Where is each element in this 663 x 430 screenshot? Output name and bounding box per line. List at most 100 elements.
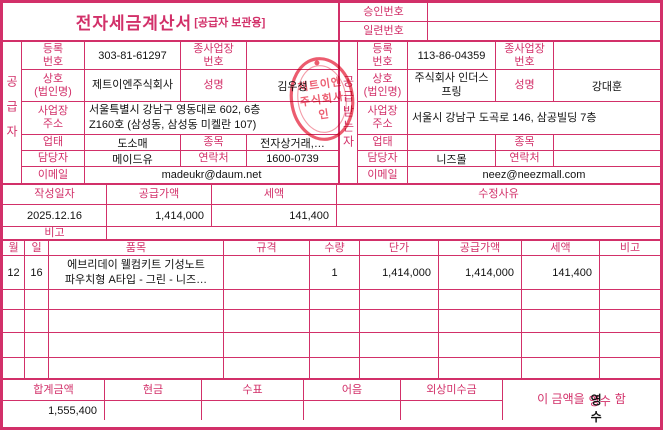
buyer-panel: 공급받는자 등록 번호 113-86-04359 종사업장 번호 상호 (법인명… <box>340 42 660 183</box>
empty-item-cell <box>224 310 310 333</box>
empty-item-cell <box>49 310 224 333</box>
item-row-day: 16 <box>25 256 49 290</box>
supply-amount-label: 공급가액 <box>107 185 212 205</box>
buyer-biz-item-label: 종목 <box>496 135 554 151</box>
items-header-tax: 세액 <box>522 241 600 256</box>
items-header-spec: 규격 <box>224 241 310 256</box>
buyer-sub-biz-label: 종사업장 번호 <box>496 42 554 70</box>
supplier-email-label: 이메일 <box>22 167 85 183</box>
form-header: 전자세금계산서 [공급자 보관용] 승인번호 일련번호 <box>3 3 660 42</box>
supplier-biz-item-value: 전자상거래,… <box>247 135 338 151</box>
serial-no-label: 일련번호 <box>340 22 428 40</box>
note-label: 비고 <box>3 227 107 239</box>
empty-item-cell <box>224 290 310 310</box>
items-header-unit-price: 단가 <box>360 241 439 256</box>
empty-item-cell <box>360 358 439 378</box>
buyer-reg-no-value: 113-86-04359 <box>408 42 496 70</box>
supplier-addr-label: 사업장 주소 <box>22 102 85 135</box>
approval-no-label: 승인번호 <box>340 3 428 21</box>
buyer-grid: 등록 번호 113-86-04359 종사업장 번호 상호 (법인명) 주식회사… <box>358 42 660 183</box>
empty-item-cell <box>25 310 49 333</box>
tax-amount-label: 세액 <box>212 185 337 205</box>
supplier-grid: 등록 번호 303-81-61297 종사업장 번호 상호 (법인명) 제트이엔… <box>22 42 338 183</box>
empty-item-cell <box>600 333 660 358</box>
supplier-side-label: 공급자 <box>3 42 22 183</box>
parties-section: 공급자 등록 번호 303-81-61297 종사업장 번호 상호 (법인명) … <box>3 42 660 185</box>
supply-amount-value: 1,414,000 <box>107 205 212 227</box>
item-row-supply: 1,414,000 <box>439 256 522 290</box>
buyer-phone-label: 연락처 <box>496 151 554 167</box>
summary-section: 작성일자 공급가액 세액 수정사유 2025.12.16 1,414,000 1… <box>3 185 660 241</box>
item-row-month: 12 <box>3 256 25 290</box>
empty-item-cell <box>439 358 522 378</box>
supplier-addr-value: 서울특별시 강남구 영동대로 602, 6층 Z160호 (삼성동, 삼성동 미… <box>85 102 338 135</box>
form-title: 전자세금계산서 <box>75 14 193 33</box>
empty-item-cell <box>439 310 522 333</box>
buyer-ceo-value: 강대훈 <box>554 70 660 102</box>
empty-item-cell <box>224 358 310 378</box>
credit-value <box>401 401 503 420</box>
buyer-phone-value <box>554 151 660 167</box>
empty-item-cell <box>49 333 224 358</box>
header-number-block: 승인번호 일련번호 <box>340 3 660 40</box>
empty-item-cell <box>3 310 25 333</box>
items-header-month: 월 <box>3 241 25 256</box>
empty-item-cell <box>3 358 25 378</box>
receipt-suffix: 함 <box>614 392 626 407</box>
empty-item-cell <box>522 358 600 378</box>
empty-item-cell <box>310 310 360 333</box>
empty-item-cell <box>310 290 360 310</box>
empty-item-cell <box>439 333 522 358</box>
empty-item-cell <box>439 290 522 310</box>
empty-item-cell <box>600 310 660 333</box>
buyer-biz-type-value <box>408 135 496 151</box>
buyer-ceo-label: 성명 <box>496 70 554 102</box>
form-title-cell: 전자세금계산서 [공급자 보관용] <box>3 3 340 40</box>
buyer-email-label: 이메일 <box>358 167 408 183</box>
date-label: 작성일자 <box>3 185 107 205</box>
check-label: 수표 <box>202 380 304 401</box>
empty-item-cell <box>224 333 310 358</box>
buyer-addr-label: 사업장 주소 <box>358 102 408 135</box>
buyer-sub-biz-value <box>554 42 660 70</box>
revision-reason-label: 수정사유 <box>337 185 660 205</box>
receipt-word-underprint: 영수 <box>588 393 611 408</box>
form-title-suffix: [공급자 보관용] <box>194 16 266 29</box>
buyer-biz-item-value <box>554 135 660 151</box>
supplier-reg-no-label: 등록 번호 <box>22 42 85 70</box>
buyer-company-label: 상호 (법인명) <box>358 70 408 102</box>
supplier-company-label: 상호 (법인명) <box>22 70 85 102</box>
supplier-company-value: 제트이엔주식회사 <box>85 70 181 102</box>
totals-grid: 합계금액 현금 수표 어음 외상미수금 1,555,400 <box>3 380 503 420</box>
empty-item-cell <box>25 358 49 378</box>
empty-item-cell <box>360 333 439 358</box>
credit-label: 외상미수금 <box>401 380 503 401</box>
empty-item-cell <box>3 290 25 310</box>
empty-item-cell <box>522 290 600 310</box>
buyer-contact-label: 담당자 <box>358 151 408 167</box>
empty-item-cell <box>522 310 600 333</box>
item-row-tax: 141,400 <box>522 256 600 290</box>
company-seal-stamp: 제트이엔 주식회사 인 <box>289 57 355 141</box>
supplier-panel: 공급자 등록 번호 303-81-61297 종사업장 번호 상호 (법인명) … <box>3 42 340 183</box>
empty-item-cell <box>360 290 439 310</box>
note-value <box>107 227 660 239</box>
cash-label: 현금 <box>105 380 202 401</box>
item-row-qty: 1 <box>310 256 360 290</box>
bill-label: 어음 <box>304 380 401 401</box>
supplier-biz-type-value: 도소매 <box>85 135 181 151</box>
supplier-reg-no-value: 303-81-61297 <box>85 42 181 70</box>
buyer-addr-value: 서울시 강남구 도곡로 146, 삼공빌딩 7층 <box>408 102 660 135</box>
empty-item-cell <box>600 358 660 378</box>
empty-item-cell <box>310 358 360 378</box>
supplier-biz-type-label: 업태 <box>22 135 85 151</box>
buyer-reg-no-label: 등록 번호 <box>358 42 408 70</box>
serial-no-row: 일련번호 <box>340 22 660 40</box>
buyer-company-value: 주식회사 인더스프링 <box>408 70 496 102</box>
receipt-word-stack: 영수 영수 <box>588 392 611 424</box>
stamp-text-line3: 인 <box>318 106 331 121</box>
item-row-unit-price: 1,414,000 <box>360 256 439 290</box>
empty-item-cell <box>49 358 224 378</box>
supplier-phone-value: 1600-0739 <box>247 151 338 167</box>
buyer-biz-type-label: 업태 <box>358 135 408 151</box>
